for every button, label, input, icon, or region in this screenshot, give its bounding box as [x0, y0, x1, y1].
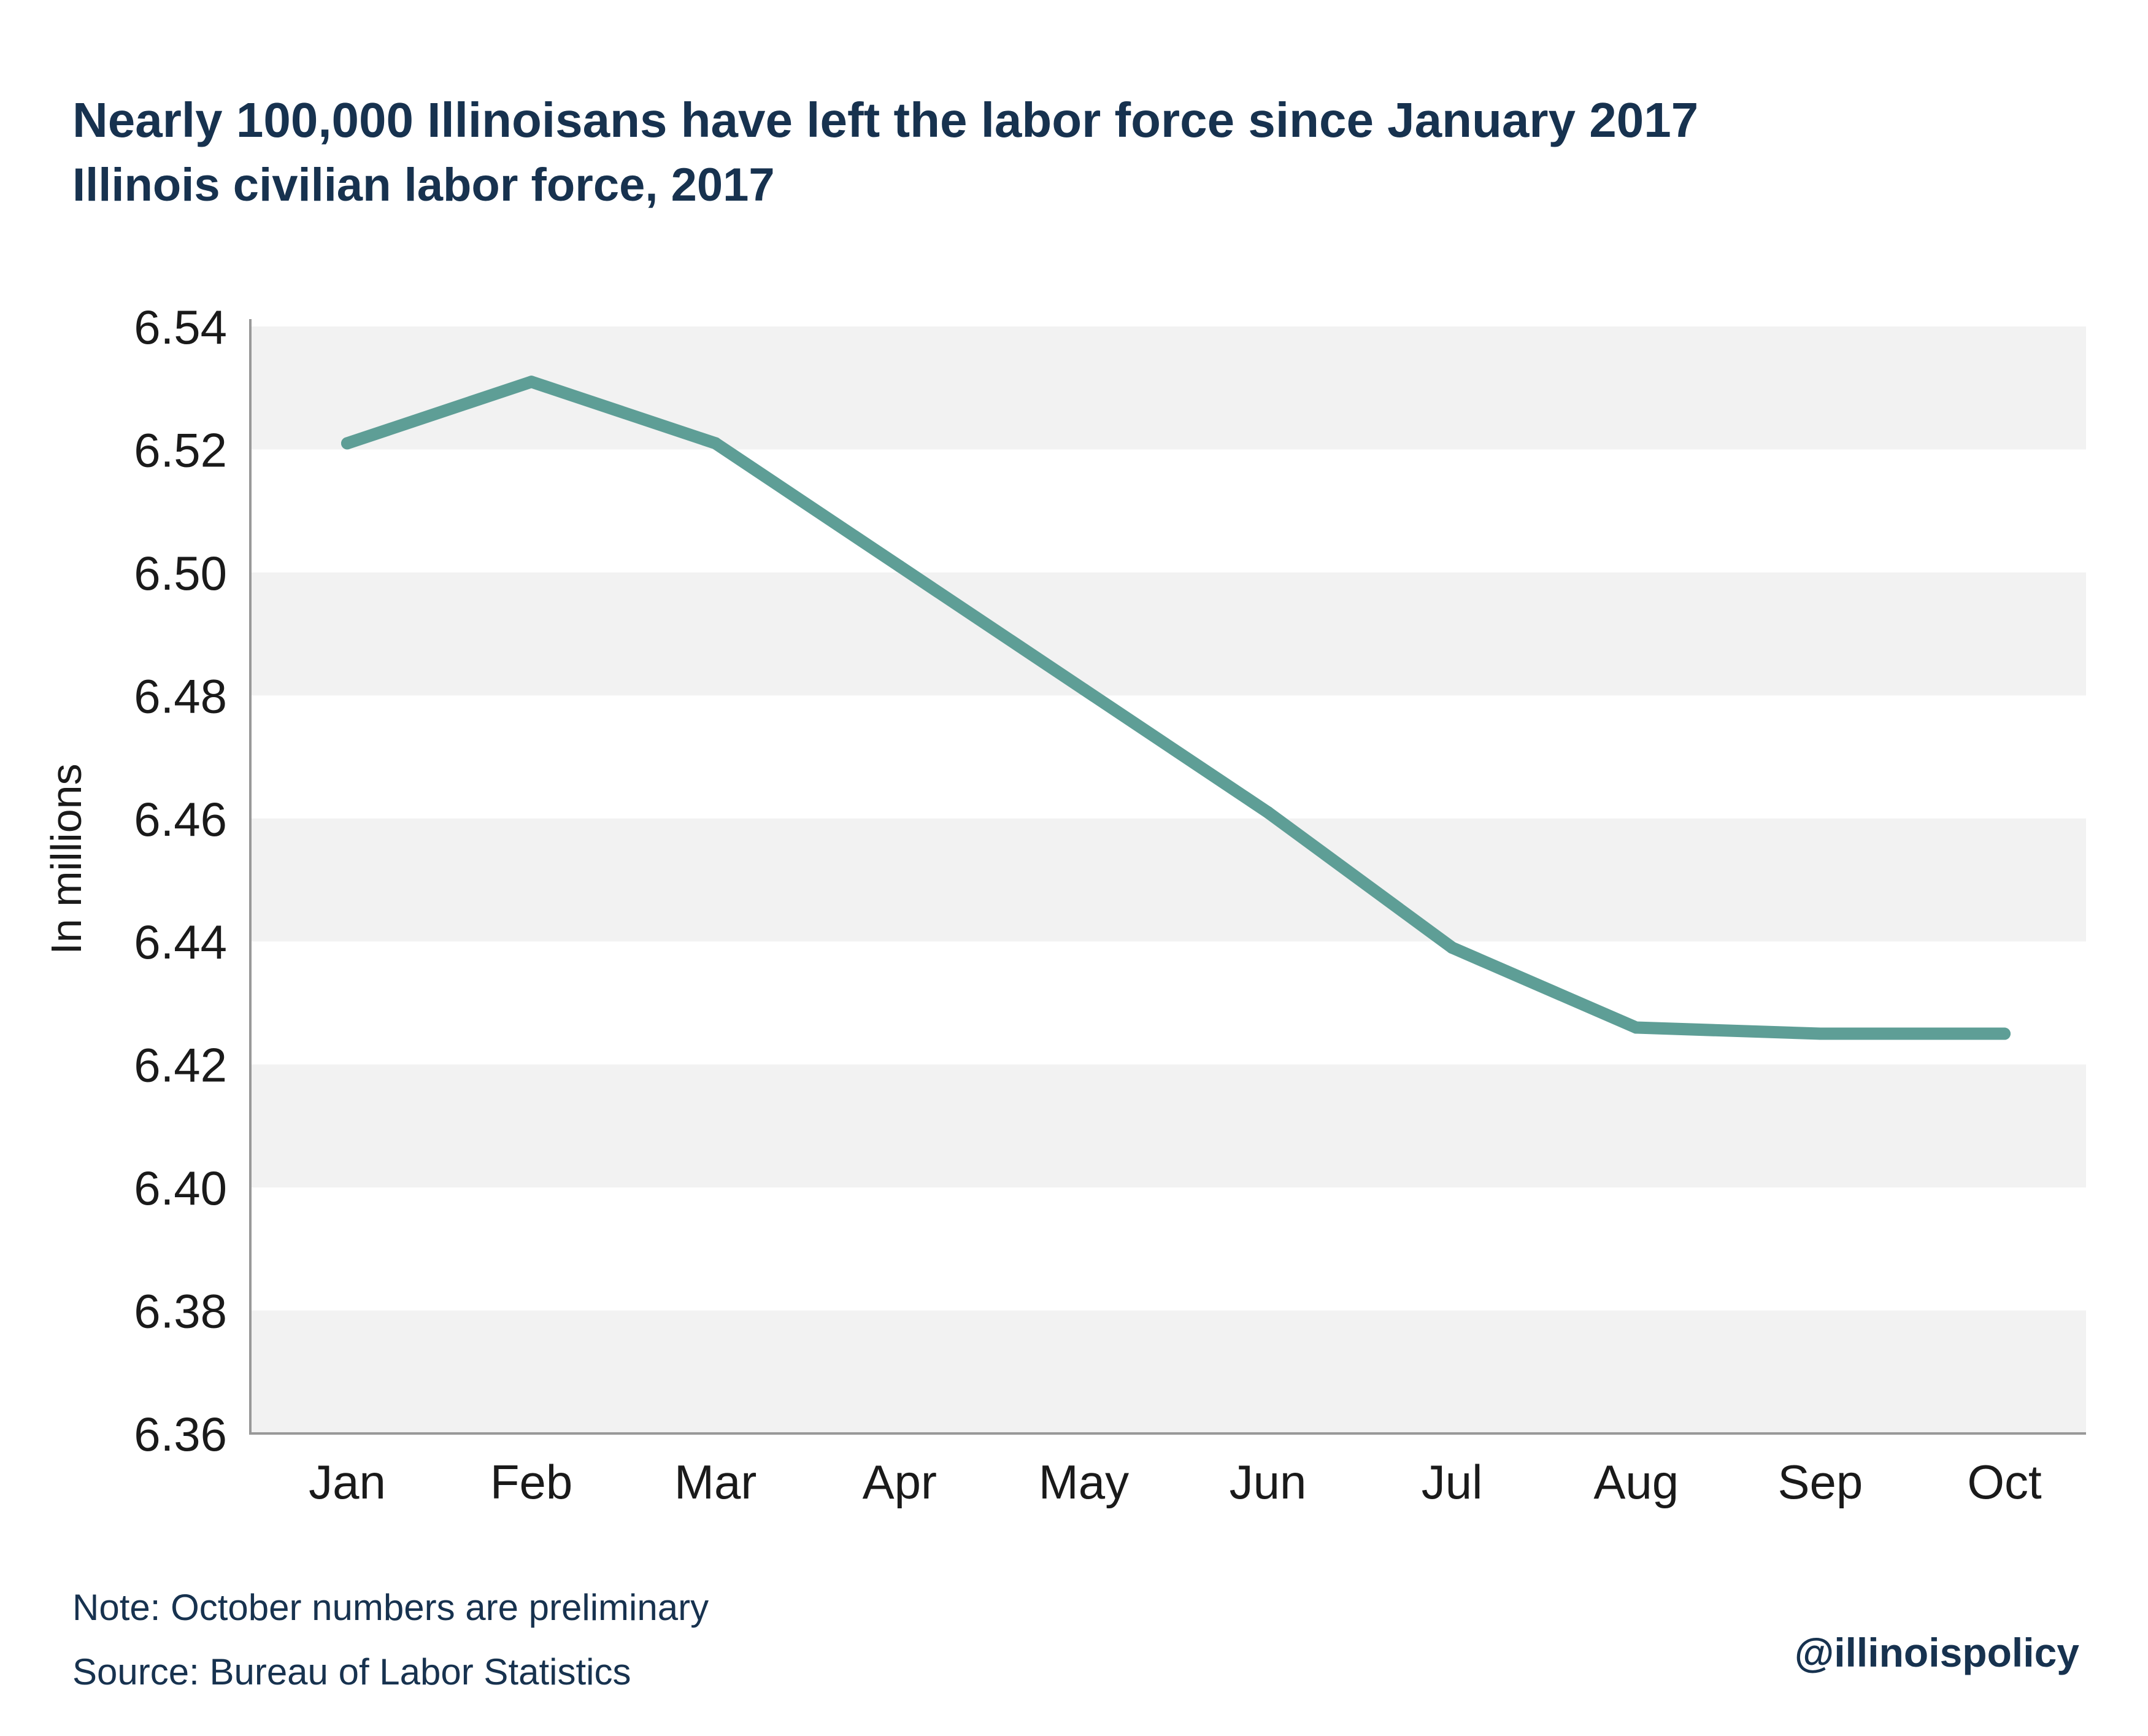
data-point: [1077, 683, 1090, 696]
grid-band: [250, 1310, 2086, 1433]
data-point: [1261, 806, 1274, 819]
chart-subtitle: Illinois civilian labor force, 2017: [72, 159, 775, 211]
data-point: [709, 437, 722, 450]
x-tick-label: May: [1039, 1455, 1129, 1509]
chart-title: Nearly 100,000 Illinoisans have left the…: [72, 93, 1699, 147]
x-tick-label: Apr: [863, 1455, 937, 1509]
y-tick-label: 6.40: [134, 1161, 227, 1215]
note-text: Note: October numbers are preliminary: [72, 1587, 709, 1628]
data-point: [1814, 1027, 1827, 1040]
grid-band: [250, 818, 2086, 942]
y-axis-title: In millions: [42, 763, 90, 954]
x-tick-label: Aug: [1593, 1455, 1679, 1509]
y-tick-label: 6.50: [134, 546, 227, 600]
x-tick-labels: Jan Feb Mar Apr May Jun Jul Aug Sep Oct: [309, 1455, 2042, 1509]
x-tick-label: Jun: [1230, 1455, 1307, 1509]
x-tick-label: Feb: [490, 1455, 572, 1509]
x-tick-label: Jan: [309, 1455, 386, 1509]
y-tick-label: 6.42: [134, 1038, 227, 1092]
series-line: [341, 376, 2011, 1040]
grid-band: [250, 572, 2086, 696]
social-handle: @illinoispolicy: [1794, 1630, 2079, 1675]
x-tick-label: Oct: [1967, 1455, 2042, 1509]
y-tick-label: 6.44: [134, 915, 227, 969]
x-tick-label: Mar: [674, 1455, 756, 1509]
data-point: [1998, 1027, 2011, 1040]
y-tick-labels: 6.36 6.38 6.40 6.42 6.44 6.46 6.48 6.50 6.52 6.54: [134, 300, 227, 1461]
y-tick-label: 6.48: [134, 669, 227, 723]
data-point: [1630, 1021, 1642, 1034]
x-tick-label: Jul: [1422, 1455, 1483, 1509]
data-point: [893, 560, 906, 573]
data-point: [525, 376, 538, 388]
y-tick-label: 6.38: [134, 1284, 227, 1338]
x-tick-label: Sep: [1777, 1455, 1863, 1509]
y-tick-label: 6.46: [134, 792, 227, 846]
source-text: Source: Bureau of Labor Statistics: [72, 1651, 631, 1692]
y-tick-label: 6.54: [134, 300, 227, 354]
data-point: [1445, 941, 1458, 954]
grid-bands: [250, 326, 2086, 1433]
y-tick-label: 6.36: [134, 1407, 227, 1461]
y-tick-label: 6.52: [134, 423, 227, 477]
series-group: [341, 376, 2011, 1040]
grid-band: [250, 1064, 2086, 1188]
data-point: [341, 437, 353, 450]
